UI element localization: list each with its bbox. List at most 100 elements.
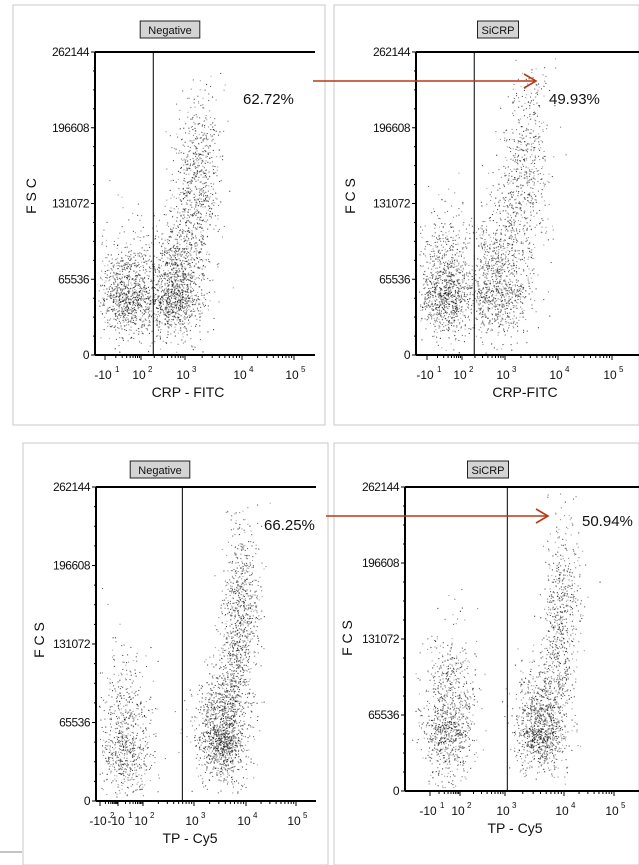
y-tick-label: 262144 [52,45,90,59]
data-point [476,310,478,312]
data-point [515,266,517,268]
data-point [503,264,505,266]
data-point [480,296,482,298]
data-point [486,302,488,304]
data-point [182,90,184,92]
data-point [139,319,141,321]
data-point [129,250,131,252]
data-point [192,300,194,302]
data-point [177,136,179,138]
data-point [209,207,211,209]
data-point [143,298,145,300]
data-point [177,280,179,282]
data-point [166,264,168,266]
data-point [454,339,456,341]
data-point [185,312,187,314]
data-point [120,289,122,291]
data-point [187,181,189,183]
data-point [480,307,482,309]
data-point [434,295,436,297]
data-point [453,314,455,316]
data-point [449,282,451,284]
data-point [513,100,515,102]
data-point [488,286,490,288]
data-point [196,213,198,215]
data-point [444,309,446,311]
data-point [171,306,173,308]
data-point [159,278,161,280]
data-point [213,204,215,206]
data-point [491,295,493,297]
data-point [518,250,520,252]
data-point [459,313,461,315]
data-point [138,291,140,293]
data-point [186,182,188,184]
data-point [194,304,196,306]
data-point [424,298,426,300]
data-point [113,309,115,311]
data-point [509,298,511,300]
data-point [126,304,128,306]
data-point [152,227,154,229]
data-point [460,317,462,319]
data-point [122,296,124,298]
data-point [487,270,489,272]
data-point [114,286,116,288]
data-point [181,294,183,296]
data-point [149,296,151,298]
data-point [186,236,188,238]
data-point [444,212,446,214]
data-point [170,231,172,233]
data-point [155,299,157,301]
data-point [529,193,531,195]
data-point [507,216,509,218]
data-point [457,292,459,294]
data-point [202,160,204,162]
data-point [489,259,491,261]
data-point [495,242,497,244]
data-point [439,337,441,339]
data-point [216,156,218,158]
data-point [169,310,171,312]
data-point [424,297,426,299]
data-point [461,306,463,308]
data-point [127,307,129,309]
data-point [116,286,118,288]
data-point [532,206,534,208]
data-point [183,310,185,312]
data-point [446,283,448,285]
data-point [116,290,118,292]
data-point [446,284,448,286]
data-point [184,312,186,314]
data-point [102,297,104,299]
data-point [181,251,183,253]
data-point [147,292,149,294]
data-point [500,278,502,280]
data-point [453,296,455,298]
data-point [177,316,179,318]
data-point [482,231,484,233]
data-point [444,290,446,292]
data-point [484,269,486,271]
data-point [171,288,173,290]
data-point [112,276,114,278]
data-point [462,299,464,301]
data-point [131,316,133,318]
data-point [160,252,162,254]
data-point [488,296,490,298]
data-point [124,246,126,248]
data-point [110,293,112,295]
data-point [448,301,450,303]
data-point [204,145,206,147]
data-point [118,320,120,322]
data-point [144,289,146,291]
data-point [427,294,429,296]
data-point [128,278,130,280]
data-point [192,299,194,301]
data-point [183,230,185,232]
data-point [486,245,488,247]
data-point [175,280,177,282]
data-point [203,236,205,238]
data-point [506,302,508,304]
data-point [150,315,152,317]
